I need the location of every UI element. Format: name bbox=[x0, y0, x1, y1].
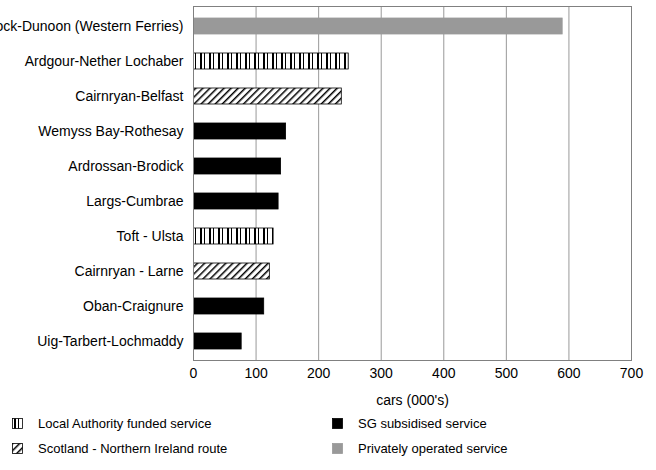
svg-text:400: 400 bbox=[432, 365, 456, 381]
svg-text:Uig-Tarbert-Lochmaddy: Uig-Tarbert-Lochmaddy bbox=[37, 333, 183, 349]
svg-text:100: 100 bbox=[244, 365, 268, 381]
svg-text:Oban-Craignure: Oban-Craignure bbox=[83, 298, 184, 314]
html-text:SG subsidised service: SG subsidised service bbox=[358, 416, 487, 431]
svg-text:200: 200 bbox=[307, 365, 331, 381]
svg-text:700: 700 bbox=[620, 365, 644, 381]
html-text:Privately operated service: Privately operated service bbox=[358, 441, 508, 456]
svg-text:Ardrossan-Brodick: Ardrossan-Brodick bbox=[68, 158, 184, 174]
svg-text:cars (000's): cars (000's) bbox=[376, 392, 449, 408]
svg-text:Toft - Ulsta: Toft - Ulsta bbox=[117, 228, 184, 244]
svg-text:Wemyss Bay-Rothesay: Wemyss Bay-Rothesay bbox=[38, 123, 183, 139]
html-text:Scotland - Northern Ireland ro: Scotland - Northern Ireland route bbox=[38, 441, 228, 456]
svg-text:Cairnryan-Belfast: Cairnryan-Belfast bbox=[75, 88, 183, 104]
svg-text:300: 300 bbox=[370, 365, 394, 381]
svg-text:Largs-Cumbrae: Largs-Cumbrae bbox=[86, 193, 183, 209]
html-text:Local Authority funded service: Local Authority funded service bbox=[38, 416, 212, 431]
svg-text:500: 500 bbox=[495, 365, 519, 381]
svg-text:Ardgour-Nether Lochaber: Ardgour-Nether Lochaber bbox=[25, 53, 184, 69]
svg-text:Gourock-Dunoon (Western Ferrie: Gourock-Dunoon (Western Ferries) bbox=[0, 18, 184, 34]
svg-text:600: 600 bbox=[557, 365, 581, 381]
svg-text:Cairnryan - Larne: Cairnryan - Larne bbox=[75, 263, 184, 279]
svg-text:0: 0 bbox=[190, 365, 198, 381]
